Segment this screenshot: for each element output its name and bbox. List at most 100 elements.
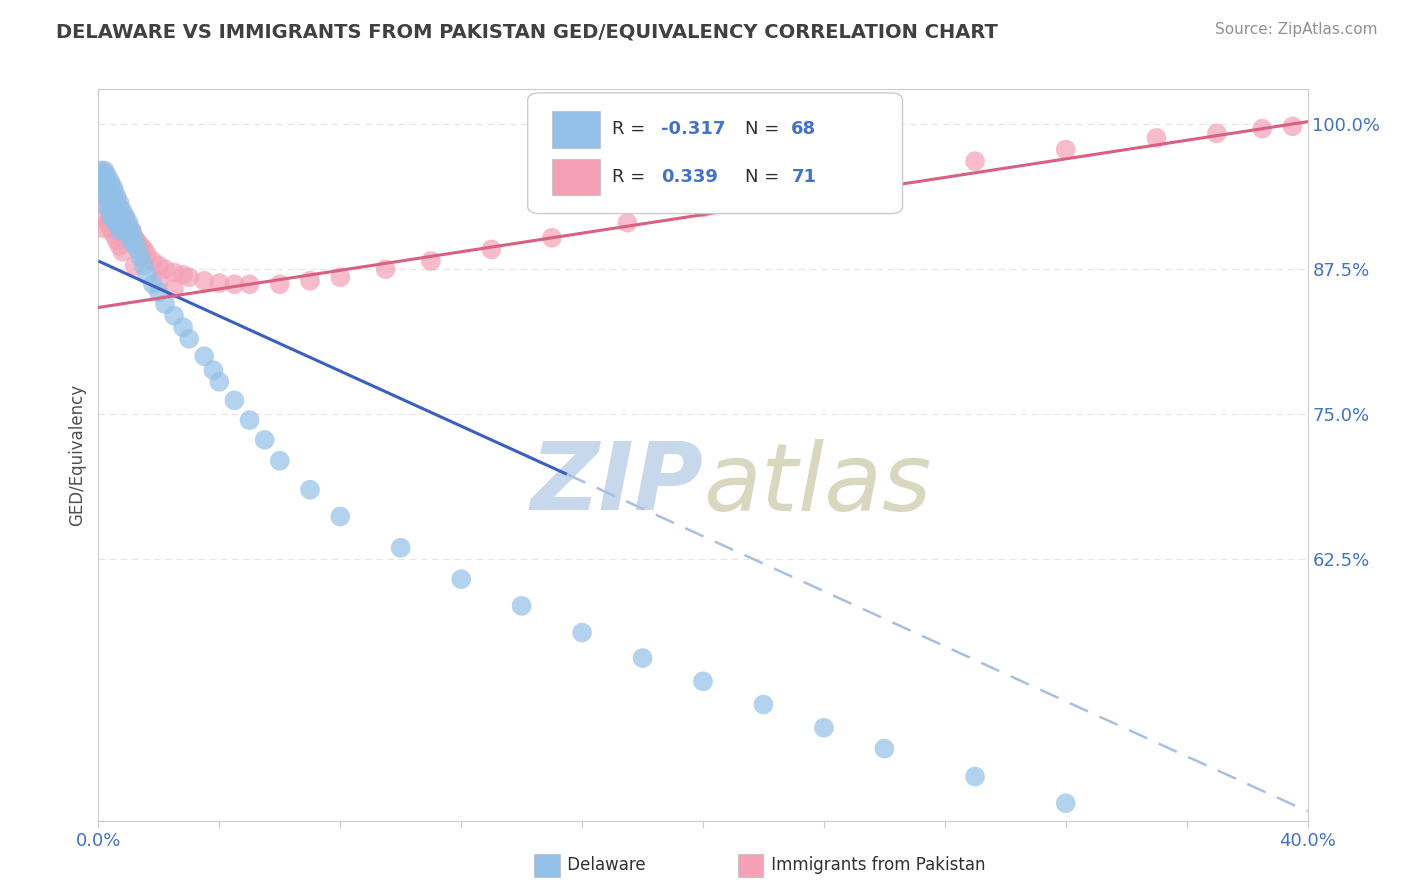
Point	[692, 201, 714, 215]
Point	[208, 276, 231, 290]
Point	[100, 178, 122, 192]
Point	[93, 181, 115, 195]
Point	[873, 168, 896, 182]
Point	[93, 169, 115, 184]
Point	[118, 216, 141, 230]
Point	[108, 201, 131, 215]
Point	[114, 210, 136, 224]
Point	[224, 393, 246, 408]
Point	[121, 224, 143, 238]
Point	[96, 216, 118, 230]
Point	[121, 224, 143, 238]
Point	[103, 227, 125, 242]
Point	[153, 297, 176, 311]
Point	[269, 277, 291, 292]
Point	[124, 231, 146, 245]
Point	[111, 212, 134, 227]
Point	[269, 454, 291, 468]
Point	[783, 185, 806, 199]
Point	[163, 266, 186, 280]
Point	[103, 185, 125, 199]
Point	[105, 212, 128, 227]
Point	[93, 189, 115, 203]
Point	[1251, 121, 1274, 136]
FancyBboxPatch shape	[527, 93, 903, 213]
Point	[1144, 131, 1167, 145]
Text: N =: N =	[745, 120, 786, 138]
Text: Delaware: Delaware	[541, 856, 645, 874]
Point	[873, 741, 896, 756]
Point	[90, 169, 112, 184]
Point	[105, 233, 128, 247]
Point	[96, 193, 118, 207]
Point	[224, 277, 246, 292]
Point	[114, 224, 136, 238]
Point	[100, 175, 122, 189]
Point	[100, 201, 122, 215]
Point	[103, 204, 125, 219]
Point	[90, 175, 112, 189]
Point	[111, 219, 134, 234]
Point	[103, 201, 125, 215]
Point	[111, 204, 134, 219]
FancyBboxPatch shape	[553, 112, 600, 148]
Point	[329, 509, 352, 524]
Point	[142, 277, 165, 292]
Point	[135, 247, 157, 261]
Point	[118, 219, 141, 234]
Text: ZIP: ZIP	[530, 438, 703, 530]
Point	[127, 243, 149, 257]
Point	[90, 163, 112, 178]
Point	[129, 239, 152, 253]
Point	[108, 224, 131, 238]
Point	[93, 163, 115, 178]
Point	[148, 285, 170, 300]
Point	[100, 189, 122, 203]
Point	[1206, 126, 1229, 140]
Point	[103, 193, 125, 207]
Point	[105, 193, 128, 207]
Point	[93, 166, 115, 180]
Point	[129, 251, 152, 265]
Point	[253, 433, 276, 447]
Point	[93, 221, 115, 235]
Point	[114, 219, 136, 234]
Point	[96, 169, 118, 184]
Point	[299, 483, 322, 497]
Point	[93, 186, 115, 201]
Point	[105, 189, 128, 203]
Point	[374, 262, 396, 277]
Point	[105, 198, 128, 212]
Point	[142, 254, 165, 268]
Text: 71: 71	[792, 168, 817, 186]
Point	[114, 212, 136, 227]
Point	[631, 651, 654, 665]
Text: N =: N =	[745, 168, 786, 186]
Text: 68: 68	[792, 120, 817, 138]
Point	[450, 572, 472, 586]
Point	[100, 193, 122, 207]
Point	[135, 268, 157, 282]
Y-axis label: GED/Equivalency: GED/Equivalency	[69, 384, 87, 526]
Point	[172, 320, 194, 334]
Text: Source: ZipAtlas.com: Source: ZipAtlas.com	[1215, 22, 1378, 37]
Point	[132, 259, 155, 273]
Point	[108, 216, 131, 230]
Point	[103, 181, 125, 195]
Point	[96, 178, 118, 192]
Point	[148, 274, 170, 288]
Point	[100, 221, 122, 235]
Text: R =: R =	[613, 120, 651, 138]
Point	[124, 259, 146, 273]
Point	[105, 216, 128, 230]
Point	[239, 413, 262, 427]
Point	[132, 243, 155, 257]
Point	[96, 201, 118, 215]
Point	[163, 309, 186, 323]
Point	[193, 349, 215, 363]
Point	[616, 216, 638, 230]
Point	[193, 274, 215, 288]
Point	[420, 254, 443, 268]
Point	[96, 186, 118, 201]
Point	[571, 625, 593, 640]
